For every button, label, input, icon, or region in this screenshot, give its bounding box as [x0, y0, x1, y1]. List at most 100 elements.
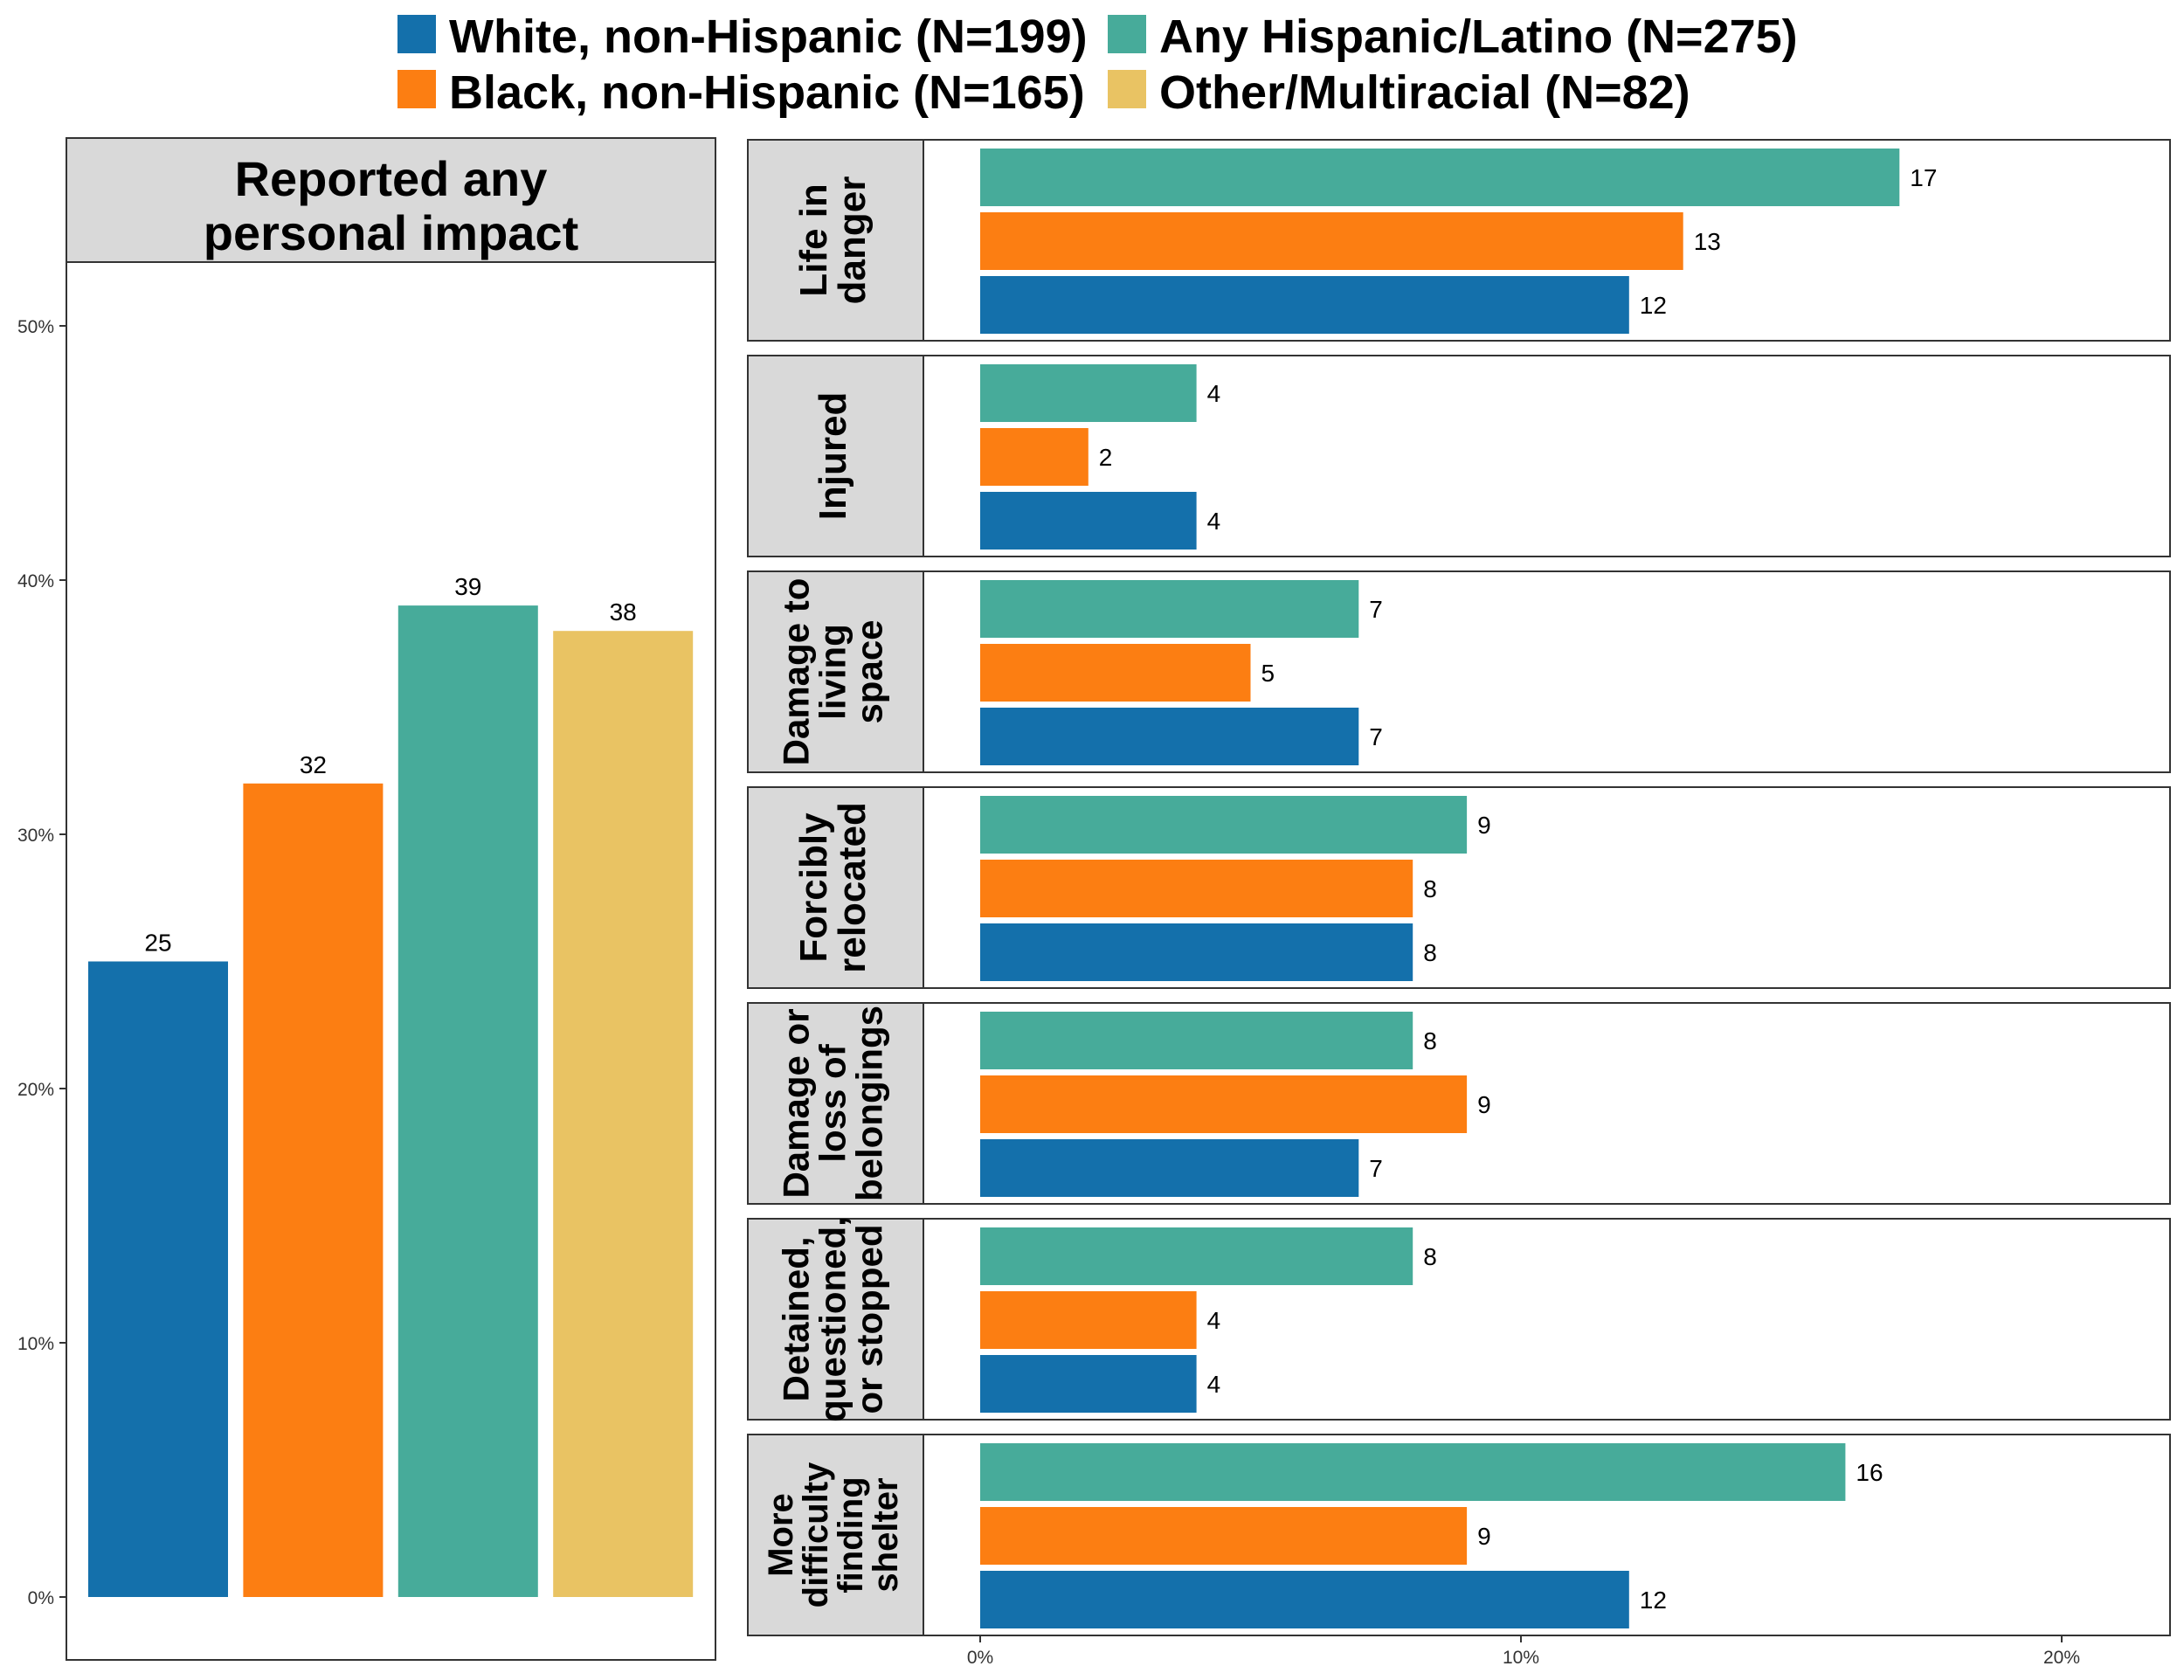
facet-label-strip: [747, 1002, 924, 1205]
bar: [980, 1291, 1197, 1349]
bar: [980, 149, 1900, 206]
facet-label-strip: [747, 139, 924, 342]
bar: [980, 1443, 1846, 1501]
facet: Injured 4 2 4: [747, 355, 2171, 557]
facet-label: shelter: [867, 1477, 905, 1592]
legend-swatch: [397, 15, 436, 53]
legend-swatch: [1108, 15, 1146, 53]
bar-value-label: 32: [300, 751, 327, 778]
left-panel-frame: [66, 261, 716, 1661]
bar-value-label: 8: [1423, 1027, 1437, 1054]
legend-label: Black, non-Hispanic (N=165): [449, 66, 1085, 119]
facet-frame: [923, 355, 2171, 557]
facet-label: finding: [832, 1476, 870, 1593]
legend-label: Any Hispanic/Latino (N=275): [1159, 10, 1798, 63]
y-tick-label: 0%: [28, 1588, 54, 1608]
bar: [980, 1075, 1468, 1133]
facet-frame: [923, 1002, 2171, 1205]
bar-value-label: 7: [1369, 596, 1383, 623]
bar-value-label: 4: [1207, 1371, 1221, 1398]
legend-swatch: [397, 70, 436, 108]
facet-label: Detained,: [776, 1236, 817, 1401]
facet-frame: [923, 1434, 2171, 1636]
bar: [980, 1355, 1197, 1413]
bar-value-label: 8: [1423, 939, 1437, 966]
bar-value-label: 38: [610, 598, 637, 626]
bar-value-label: 7: [1369, 723, 1383, 750]
bar: [980, 708, 1359, 765]
facet-label: Life in: [792, 183, 835, 297]
bar: [980, 428, 1089, 486]
facet-label: space: [849, 619, 890, 723]
bar: [980, 212, 1683, 270]
facet-frame: [923, 1218, 2171, 1421]
bar: [980, 923, 1413, 981]
bar: [980, 492, 1197, 550]
bar-value-label: 8: [1423, 875, 1437, 902]
bar-value-label: 9: [1477, 812, 1491, 839]
bar: [980, 1012, 1413, 1069]
left-panel-title: personal impact: [204, 205, 578, 260]
bar: [980, 580, 1359, 638]
bar-value-label: 4: [1207, 1307, 1221, 1334]
y-tick-label: 50%: [17, 317, 54, 337]
y-tick-label: 40%: [17, 571, 54, 591]
facet-frame: [923, 139, 2171, 342]
bar: [980, 1139, 1359, 1197]
facet-label: Forcibly: [792, 812, 835, 963]
legend-background: [384, 0, 1800, 124]
x-tick-label: 20%: [2043, 1648, 2080, 1668]
legend-label: White, non-Hispanic (N=199): [449, 10, 1088, 63]
facet-label: relocated: [831, 802, 874, 973]
bar-value-label: 16: [1856, 1459, 1883, 1486]
facet-label: belongings: [849, 1006, 890, 1201]
y-tick-label: 10%: [17, 1334, 54, 1354]
facet-label: loss of: [812, 1043, 854, 1162]
legend-label: Other/Multiracial (N=82): [1159, 66, 1690, 119]
x-tick-label: 0%: [967, 1648, 993, 1668]
bar-value-label: 2: [1099, 444, 1113, 471]
facet-label-strip: [747, 1218, 924, 1421]
bar-value-label: 39: [454, 573, 481, 600]
bar-value-label: 5: [1261, 660, 1275, 687]
bar-value-label: 9: [1477, 1523, 1491, 1550]
bar-value-label: 7: [1369, 1155, 1383, 1182]
facet-label: Damage or: [776, 1008, 817, 1198]
bar: [980, 1507, 1468, 1565]
bar-value-label: 8: [1423, 1243, 1437, 1270]
bar-value-label: 13: [1694, 228, 1721, 255]
facet-label-strip: [747, 570, 924, 773]
facet-label: Injured: [812, 392, 854, 521]
bar-value-label: 25: [144, 930, 171, 957]
bar-value-label: 4: [1207, 380, 1221, 407]
bar-value-label: 4: [1207, 508, 1221, 535]
y-tick-label: 20%: [17, 1080, 54, 1100]
facet-frame: [923, 786, 2171, 989]
bar: [980, 796, 1468, 854]
bar: [397, 605, 538, 1597]
facet-label: More: [762, 1493, 800, 1577]
facet: Detained,questioned,or stopped 8 4 4: [747, 1216, 2171, 1422]
bar: [980, 364, 1197, 422]
facet-label-strip: [747, 1434, 924, 1636]
bar-value-label: 12: [1640, 292, 1667, 319]
facet-label: or stopped: [849, 1225, 890, 1414]
bar-value-label: 9: [1477, 1091, 1491, 1118]
bar: [980, 1227, 1413, 1285]
bar: [243, 783, 384, 1597]
facet-label: questioned,: [812, 1216, 854, 1422]
bar: [980, 644, 1251, 702]
x-tick-label: 10%: [1503, 1648, 1539, 1668]
facet-label: difficulty: [797, 1462, 835, 1607]
facet-label: danger: [831, 176, 874, 305]
bar-value-label: 17: [1910, 164, 1937, 191]
left-panel-title: Reported any: [235, 151, 548, 206]
